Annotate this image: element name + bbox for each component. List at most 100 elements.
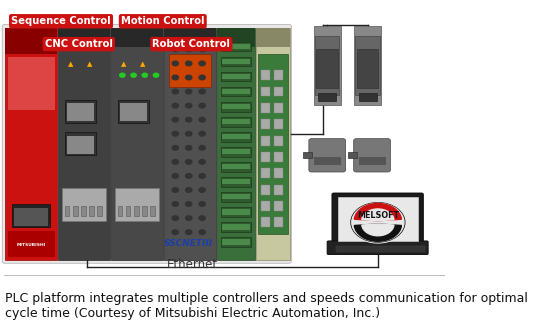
Bar bbox=[12, 204, 50, 227]
Bar bbox=[314, 157, 340, 165]
Bar bbox=[316, 49, 338, 88]
Circle shape bbox=[131, 73, 136, 77]
Bar bbox=[65, 206, 69, 216]
Text: ▲: ▲ bbox=[140, 61, 145, 67]
FancyBboxPatch shape bbox=[2, 25, 292, 263]
Bar bbox=[274, 87, 283, 96]
Bar bbox=[222, 239, 250, 245]
Bar bbox=[221, 117, 251, 127]
Bar bbox=[168, 54, 211, 87]
Bar bbox=[221, 237, 251, 247]
Circle shape bbox=[185, 131, 192, 136]
Circle shape bbox=[185, 89, 192, 94]
Bar bbox=[89, 206, 94, 216]
Bar bbox=[134, 206, 139, 216]
Circle shape bbox=[199, 75, 205, 80]
Bar bbox=[164, 28, 216, 47]
Bar bbox=[274, 217, 283, 227]
Circle shape bbox=[199, 146, 205, 150]
Bar bbox=[65, 132, 96, 155]
Circle shape bbox=[185, 202, 192, 206]
Bar bbox=[67, 136, 94, 154]
Bar bbox=[222, 224, 250, 230]
Bar bbox=[142, 206, 147, 216]
Wedge shape bbox=[354, 224, 402, 241]
Bar bbox=[126, 206, 130, 216]
Bar bbox=[261, 168, 270, 178]
Circle shape bbox=[185, 61, 192, 66]
FancyBboxPatch shape bbox=[354, 139, 390, 172]
Circle shape bbox=[172, 47, 178, 52]
Circle shape bbox=[185, 47, 192, 52]
Text: SSCNETIII: SSCNETIII bbox=[164, 239, 213, 248]
Bar bbox=[221, 177, 251, 187]
Bar bbox=[261, 87, 270, 96]
Bar bbox=[164, 28, 216, 260]
Bar bbox=[355, 36, 380, 95]
Circle shape bbox=[199, 103, 205, 108]
Circle shape bbox=[172, 75, 178, 80]
Bar bbox=[261, 119, 270, 129]
Text: Sequence Control: Sequence Control bbox=[11, 16, 111, 26]
Bar bbox=[304, 152, 312, 158]
Circle shape bbox=[199, 216, 205, 220]
Circle shape bbox=[199, 89, 205, 94]
Circle shape bbox=[142, 73, 147, 77]
FancyBboxPatch shape bbox=[327, 241, 428, 254]
Bar bbox=[217, 28, 255, 260]
Bar bbox=[118, 100, 149, 123]
Bar bbox=[65, 100, 96, 123]
Bar bbox=[67, 103, 94, 121]
Circle shape bbox=[172, 117, 178, 122]
Bar bbox=[222, 119, 250, 124]
Circle shape bbox=[172, 131, 178, 136]
Circle shape bbox=[185, 75, 192, 80]
Bar bbox=[14, 208, 48, 226]
Circle shape bbox=[172, 89, 178, 94]
Circle shape bbox=[172, 160, 178, 164]
FancyBboxPatch shape bbox=[332, 193, 423, 245]
Bar bbox=[222, 209, 250, 215]
Circle shape bbox=[199, 117, 205, 122]
Bar bbox=[261, 217, 270, 227]
Bar bbox=[261, 103, 270, 113]
Bar bbox=[120, 103, 147, 121]
Bar bbox=[221, 207, 251, 217]
Bar bbox=[222, 44, 250, 49]
Text: CNC Control: CNC Control bbox=[45, 39, 113, 49]
Bar bbox=[222, 149, 250, 154]
Circle shape bbox=[172, 103, 178, 108]
Bar bbox=[222, 164, 250, 169]
Bar bbox=[274, 152, 283, 162]
Bar bbox=[336, 246, 425, 252]
Bar bbox=[118, 206, 122, 216]
Circle shape bbox=[199, 160, 205, 164]
Bar bbox=[73, 206, 78, 216]
Circle shape bbox=[199, 47, 205, 52]
Circle shape bbox=[185, 103, 192, 108]
Bar bbox=[357, 49, 378, 88]
Bar bbox=[8, 231, 54, 257]
Bar bbox=[221, 132, 251, 142]
Circle shape bbox=[185, 230, 192, 234]
Text: Ethernet: Ethernet bbox=[167, 258, 218, 271]
Circle shape bbox=[172, 174, 178, 178]
Bar bbox=[354, 26, 381, 105]
Bar bbox=[115, 188, 159, 221]
Bar bbox=[58, 28, 110, 260]
Bar bbox=[348, 152, 358, 158]
Circle shape bbox=[172, 146, 178, 150]
Circle shape bbox=[199, 202, 205, 206]
Bar bbox=[111, 28, 163, 47]
Bar bbox=[217, 28, 255, 47]
Text: cycle time (Courtesy of Mitsubishi Electric Automation, Inc.): cycle time (Courtesy of Mitsubishi Elect… bbox=[6, 307, 381, 320]
Wedge shape bbox=[354, 203, 402, 221]
Bar bbox=[318, 93, 336, 101]
Circle shape bbox=[172, 202, 178, 206]
Text: MELSOFT: MELSOFT bbox=[357, 211, 399, 220]
Circle shape bbox=[199, 188, 205, 192]
Bar bbox=[221, 42, 251, 51]
Text: ▲: ▲ bbox=[87, 61, 92, 67]
Bar bbox=[111, 28, 163, 260]
Bar bbox=[274, 136, 283, 146]
